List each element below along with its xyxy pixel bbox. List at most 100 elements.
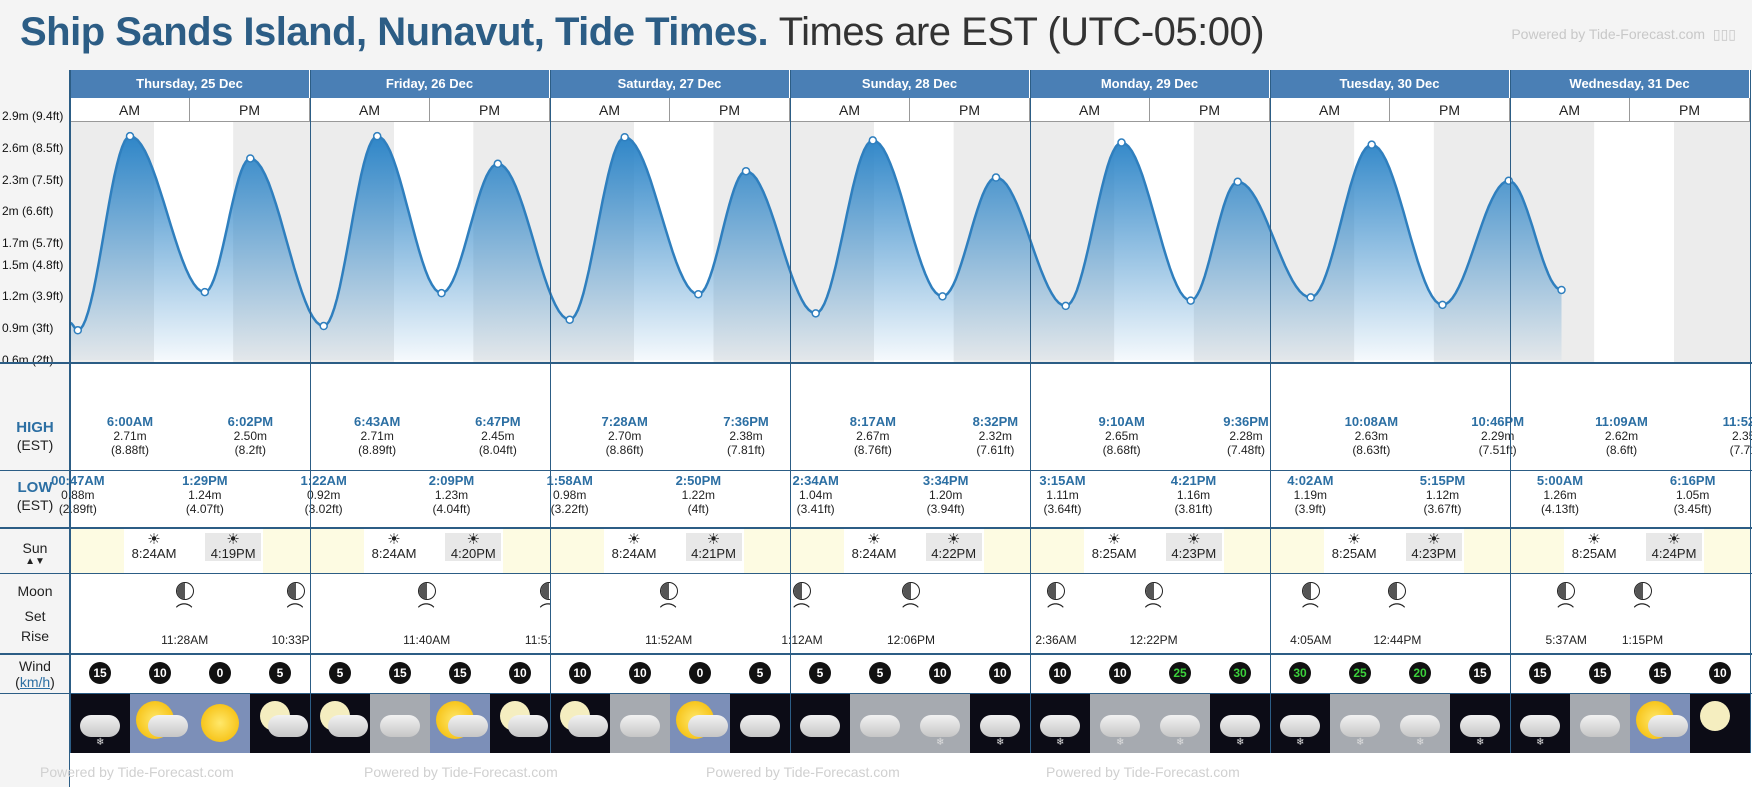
pm-label: PM	[190, 98, 310, 122]
tide-point	[200, 287, 210, 297]
night-cloudy-snow-icon: ❄	[1030, 693, 1090, 753]
cloud-shape	[800, 715, 840, 737]
high-tide-meters: 2.29m	[1480, 429, 1515, 443]
low-tide-meters: 0.98m	[552, 488, 587, 502]
moon-phase-icon	[1144, 582, 1163, 600]
cloud-shape	[268, 715, 308, 737]
moon-phase-shade	[287, 583, 296, 599]
wind-speed-icon: 15	[1649, 662, 1671, 684]
high-tide-feet: (8.6ft)	[1605, 443, 1638, 457]
sun-row-day: ☀ 8:25AM ☀ 4:23PM	[1030, 527, 1270, 573]
row-divider	[0, 362, 1752, 364]
wind-speed-icon: 15	[449, 662, 471, 684]
powered-by-link[interactable]: Powered by Tide-Forecast.com ▯▯▯	[1511, 26, 1736, 43]
moon-cell: ⌒ 12:44PM	[1367, 576, 1427, 648]
moonrise-icon: ⌒	[286, 603, 304, 622]
day-cloudy-icon	[370, 693, 430, 753]
high-tide-time: 11:52PM	[1722, 414, 1752, 429]
low-tide-feet: (3.45ft)	[1673, 502, 1712, 516]
low-tide-meters: 1.11m	[1046, 488, 1079, 502]
high-tide-feet: (8.68ft)	[1102, 443, 1141, 457]
row-divider	[0, 653, 1752, 655]
moon-phase-icon	[1388, 582, 1407, 600]
moon-phase-shade	[1389, 583, 1398, 599]
sunset-cell: ☀ 4:24PM	[1646, 532, 1702, 561]
low-tide-time: 4:02AM	[1287, 473, 1334, 488]
moon-cell: ⌒ 12:22PM	[1124, 576, 1184, 648]
sun-row-day: ☀ 8:24AM ☀ 4:19PM	[70, 527, 310, 573]
high-tide-cell: 7:28AM 2.70m (8.86ft)	[595, 414, 655, 458]
moon-cell: ⌒ 4:05AM	[1281, 576, 1341, 648]
tide-point	[694, 289, 703, 299]
sunrise-cell: ☀ 8:24AM	[846, 532, 902, 561]
wind-speed-icon: 10	[1709, 662, 1731, 684]
low-tide-time: 3:15AM	[1039, 473, 1086, 488]
tide-point	[1117, 138, 1126, 147]
moonrise-icon: ⌒	[902, 603, 919, 622]
cloud-shape	[1648, 715, 1688, 737]
sunrise-time: 8:25AM	[1571, 546, 1617, 561]
wind-speed-icon: 30	[1229, 662, 1251, 684]
cloud-shape	[688, 715, 728, 737]
wind-speed-icon: 10	[1049, 662, 1071, 684]
wind-speed-icon: 15	[1529, 662, 1551, 684]
tide-point	[868, 136, 878, 145]
cloud-shape	[980, 715, 1020, 737]
day-divider	[1510, 70, 1511, 753]
high-tide-time: 11:09AM	[1595, 414, 1648, 429]
high-tide-time: 8:17AM	[849, 414, 896, 429]
y-tick-label: 2.6m (8.5ft)	[2, 140, 64, 155]
low-label: LOW	[17, 479, 53, 496]
sunset-time: 4:22PM	[931, 546, 977, 561]
moonrise-icon: ⌒	[1633, 603, 1651, 622]
night-partly-cloudy-icon	[250, 693, 310, 753]
low-tz-label: (EST)	[16, 497, 54, 513]
low-tide-cell: 3:15AM 1.11m (3.64ft)	[1033, 473, 1093, 517]
night-partly-cloudy-icon	[310, 693, 370, 753]
low-tide-cell: 2:50PM 1.22m (4ft)	[668, 474, 728, 517]
day-sunny-icon	[190, 693, 250, 753]
tide-point	[1557, 285, 1566, 295]
low-tide-feet: (3.67ft)	[1423, 502, 1462, 516]
moon-phase-shade	[903, 583, 911, 599]
low-tide-meters: 1.12m	[1425, 488, 1460, 502]
y-tick-label: 2.3m (7.5ft)	[2, 172, 64, 187]
day-divider	[70, 70, 71, 753]
night-cloudy-snow-icon: ❄	[1450, 693, 1510, 753]
day-header: Monday, 29 Dec	[1030, 70, 1270, 98]
high-tide-cell: 6:02PM 2.50m (8.2ft)	[220, 415, 280, 458]
low-tide-meters: 1.05m	[1675, 488, 1710, 502]
tide-point	[565, 315, 574, 324]
day-cloudy-snow-icon: ❄	[910, 693, 970, 753]
tide-point	[437, 288, 446, 298]
cloud-shape	[620, 715, 660, 737]
moonrise-icon: ⌒	[175, 603, 193, 622]
moon-set-label: Set	[24, 608, 46, 624]
wind-speed-icon: 5	[329, 662, 351, 684]
tide-point	[1233, 177, 1242, 187]
cloud-shape	[1580, 715, 1620, 737]
low-tide-time: 1:22AM	[300, 473, 347, 488]
cloud-shape	[1160, 715, 1200, 737]
moon-time: 2:36AM	[1035, 633, 1077, 647]
sun-row-day: ☀ 8:24AM ☀ 4:20PM	[310, 527, 550, 573]
low-tide-cell: 00:47AM 0.88m (2.89ft)	[48, 474, 108, 517]
low-tide-feet: (3.9ft)	[1294, 502, 1326, 516]
high-tide-time: 7:28AM	[601, 414, 648, 429]
snowflake: ❄	[1116, 737, 1125, 748]
wind-speed-icon: 5	[869, 662, 891, 684]
sunrise-cell: ☀ 8:24AM	[366, 532, 422, 561]
powered-by-watermark: Powered by Tide-Forecast.com	[706, 764, 900, 780]
low-tide-cell: 1:22AM 0.92m (3.02ft)	[294, 473, 354, 517]
low-tide-cell: 5:00AM 1.26m (4.13ft)	[1530, 474, 1590, 517]
tide-table: 2.9m (9.4ft) 2.6m (8.5ft) 2.3m (7.5ft) 2m (…	[0, 70, 1752, 787]
high-tide-feet: (8.63ft)	[1352, 443, 1391, 457]
wind-unit-link[interactable]: km/h	[19, 674, 51, 690]
sun-toggle-icon[interactable]: ▲▼	[25, 556, 45, 567]
sunrise-time: 8:24AM	[371, 546, 417, 561]
low-tide-feet: (4ft)	[687, 502, 709, 516]
moon-cell: ⌒ 11:40AM	[397, 576, 457, 648]
sun-row-day: ☀ 8:24AM ☀ 4:22PM	[790, 527, 1030, 573]
sunset-time: 4:23PM	[1171, 546, 1217, 561]
low-tide-cell: 5:15PM 1.12m (3.67ft)	[1413, 474, 1473, 517]
